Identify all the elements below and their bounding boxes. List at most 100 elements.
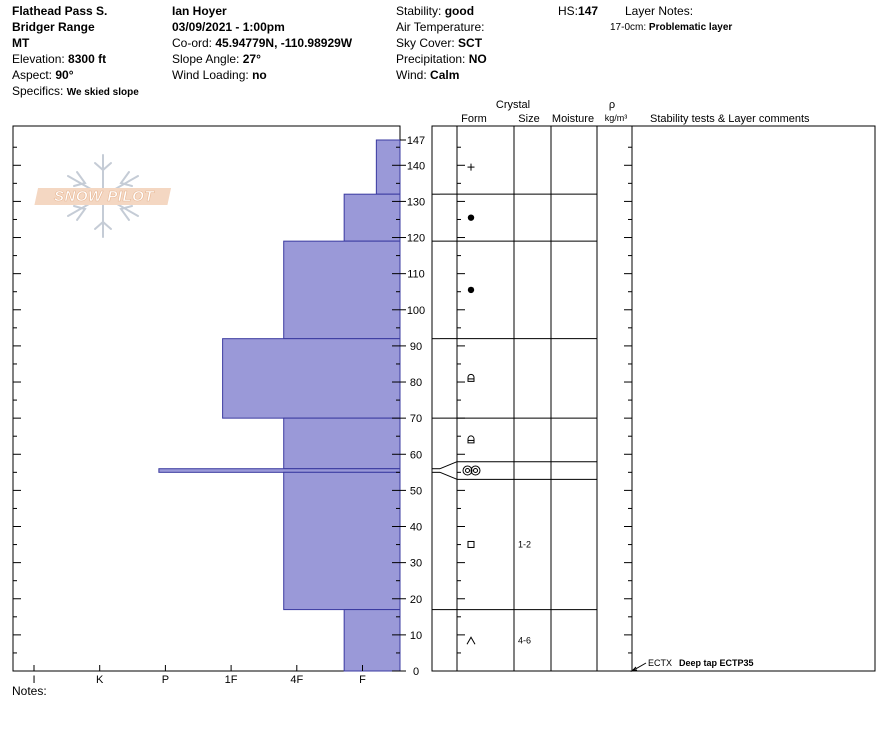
grain-form-dot-icon	[467, 214, 475, 221]
depth-tick-label: 100	[407, 305, 425, 317]
state-name: MT	[12, 36, 30, 50]
conditions-info: Stability: good Air Temperature: Sky Cov…	[396, 3, 487, 83]
coord-value: 45.94779N, -110.98929W	[215, 36, 353, 50]
stability-label: Stability:	[396, 4, 442, 18]
hardness-bar	[158, 468, 401, 473]
density-symbol-header: ρ	[609, 99, 615, 111]
hs-label: HS:	[558, 4, 579, 18]
table-ticks	[457, 146, 632, 672]
hardness-bars	[158, 139, 401, 672]
depth-tick-label: 147	[407, 135, 425, 147]
grain-form-depth-hoar-icon	[466, 636, 476, 645]
logo-text: SNOW PILOT	[54, 188, 155, 205]
grain-form-melt-freeze-icon	[462, 465, 481, 476]
hardness-tick-label: K	[96, 674, 104, 686]
grain-sizes: 1-2 4-6	[518, 539, 531, 645]
depth-tick-label: 90	[410, 341, 422, 353]
wind-loading-value: no	[252, 68, 267, 82]
layer-notes-label: Layer Notes:	[625, 4, 694, 18]
grain-form-dot-icon	[467, 286, 475, 294]
crystal-header: Crystal	[496, 99, 530, 111]
depth-tick-label: 30	[410, 558, 422, 570]
snow-height: HS:147	[558, 3, 598, 19]
location-name: Flathead Pass S.	[12, 4, 108, 18]
mf-outer-2	[470, 465, 481, 476]
depth-tick-label: 50	[410, 485, 422, 497]
sky-value: SCT	[458, 36, 483, 50]
layer-note-entry: 17-0cm: Problematic layer	[610, 20, 732, 36]
hardness-bar	[222, 338, 401, 419]
precip-label: Precipitation:	[396, 52, 466, 66]
mf-inner-2	[473, 468, 478, 474]
observer-name: Ian Hoyer	[172, 4, 227, 18]
dot	[467, 286, 475, 294]
depth-tick-label: 70	[410, 413, 422, 425]
layer-boundaries	[432, 193, 597, 611]
depth-tick-label: 20	[410, 594, 422, 606]
grain-size-label: 4-6	[518, 635, 531, 645]
hardness-tick-label: F	[359, 674, 366, 686]
stability-comments-header: Stability tests & Layer comments	[650, 113, 810, 125]
elevation-value: 8300 ft	[68, 52, 107, 66]
size-header: Size	[518, 113, 539, 125]
hardness-bar	[343, 609, 401, 672]
boundary-connector-slant	[439, 471, 458, 480]
grain-form-faceted-icon	[467, 540, 475, 548]
elevation-label: Elevation:	[12, 52, 65, 66]
depth-tick-label: 60	[410, 449, 422, 461]
depth-tick-label: 120	[407, 233, 425, 245]
depth-tick-label: 130	[407, 196, 425, 208]
depth-tick-label: 40	[410, 522, 422, 534]
hardness-bar	[283, 417, 401, 470]
air-temp-label: Air Temperature:	[396, 20, 485, 34]
layer-note-text: Problematic layer	[648, 22, 733, 33]
snowpilot-logo: SNOW PILOT	[34, 154, 172, 238]
observation-info: Ian Hoyer 03/09/2021 - 1:00pm Co-ord: 45…	[172, 3, 352, 83]
hardness-tick-label: 4F	[290, 674, 303, 686]
layer-notes: Layer Notes:	[625, 3, 693, 19]
wind-loading-label: Wind Loading:	[172, 68, 249, 82]
wind-label: Wind:	[396, 68, 427, 82]
test-code: ECTX	[648, 658, 672, 668]
stability-tests: ECTX Deep tap ECTP35	[630, 658, 754, 672]
observation-datetime: 03/09/2021 - 1:00pm	[172, 20, 285, 34]
site-info: Flathead Pass S. Bridger Range MT Elevat…	[12, 3, 139, 101]
logo-banner	[34, 188, 172, 205]
specifics-label: Specifics:	[12, 84, 64, 98]
wind-value: Calm	[430, 68, 460, 82]
depth-axis: 0 10 20 30 40 50 60 70 80 90 100 110 120 130 140 147	[13, 135, 425, 678]
mf-outer-1	[462, 465, 473, 476]
layer-table-frame	[431, 125, 876, 672]
slope-value: 27°	[242, 52, 261, 66]
range-name: Bridger Range	[12, 20, 95, 34]
aspect-label: Aspect:	[12, 68, 53, 82]
grain-form-faceted-rounded-icon	[467, 373, 475, 382]
boundary-connector-slant	[439, 461, 458, 470]
form-header: Form	[461, 113, 487, 125]
coord-label: Co-ord:	[172, 36, 213, 50]
depth-tick-label: 0	[413, 666, 419, 678]
depth-tick-label: 10	[410, 630, 422, 642]
density-unit-header: kg/m³	[605, 113, 628, 123]
square	[467, 540, 475, 548]
moisture-header: Moisture	[552, 113, 594, 125]
depth-tick-label: 110	[407, 269, 425, 281]
hs-value: 147	[578, 4, 599, 18]
test-pointer	[631, 662, 647, 672]
depth-tick-label: 80	[410, 377, 422, 389]
hardness-bar	[375, 139, 401, 195]
layer-note-range: 17-0cm:	[610, 22, 647, 33]
specifics-value: We skied slope	[66, 87, 139, 98]
test-arrowhead	[630, 666, 638, 672]
hardness-tick-label: 1F	[225, 674, 238, 686]
aspect-value: 90°	[55, 68, 74, 82]
hardness-tick-label: P	[162, 674, 169, 686]
test-comment: Deep tap ECTP35	[679, 658, 754, 668]
grain-forms	[462, 163, 481, 645]
sky-label: Sky Cover:	[396, 36, 455, 50]
depth-tick-label: 140	[407, 160, 425, 172]
grain-form-plus-icon	[467, 163, 475, 171]
hardness-bar	[343, 193, 401, 242]
hardness-bar	[283, 471, 401, 611]
